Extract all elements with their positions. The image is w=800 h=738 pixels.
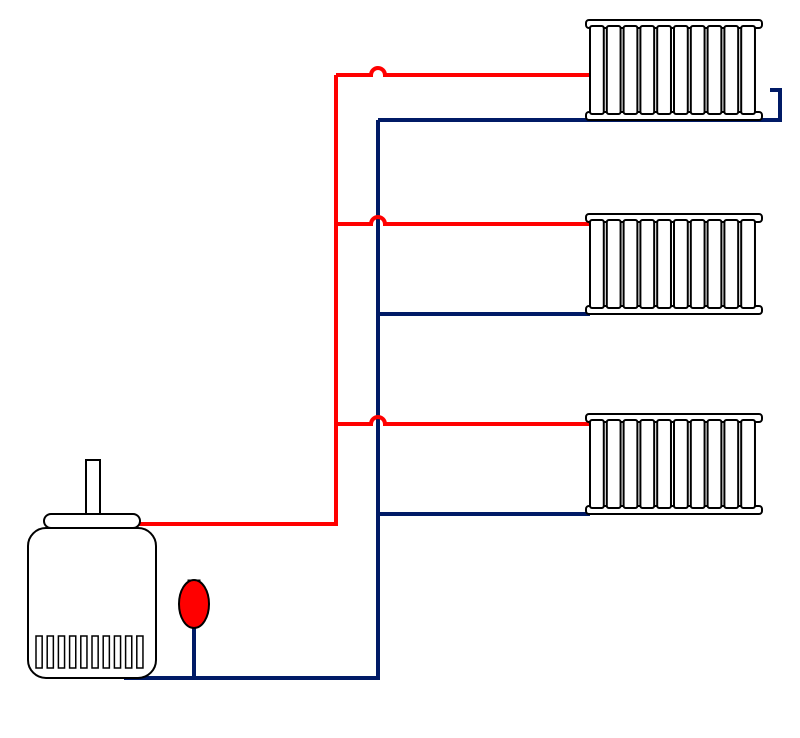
- radiator-fin: [724, 220, 738, 308]
- radiator-fin: [724, 420, 738, 508]
- radiator-fin: [708, 220, 722, 308]
- expansion-tank: [179, 580, 209, 628]
- radiator-fin: [724, 26, 738, 114]
- cold-return-main-pipe: [124, 120, 378, 678]
- radiator-fin: [640, 26, 654, 114]
- radiator-fin: [708, 420, 722, 508]
- expansion-tank-body: [179, 580, 209, 628]
- hot-branch-pipe-1: [336, 68, 590, 75]
- radiator-fin: [691, 420, 705, 508]
- radiator-fin: [607, 420, 621, 508]
- radiator-1: [586, 20, 762, 120]
- hot-branch-pipe-3: [336, 417, 590, 424]
- radiator-fin: [640, 420, 654, 508]
- radiator-fin: [674, 220, 688, 308]
- radiator-fin: [657, 420, 671, 508]
- radiator-fin: [691, 26, 705, 114]
- radiator-fin: [674, 26, 688, 114]
- boiler-flue: [86, 460, 100, 514]
- radiator-fin: [590, 420, 604, 508]
- radiator-fin: [607, 26, 621, 114]
- hot-branch-pipe-2: [336, 217, 590, 224]
- hot-supply-main-pipe: [124, 75, 336, 524]
- boiler: [28, 460, 156, 678]
- radiator-2: [586, 214, 762, 314]
- boiler-top-plate: [44, 514, 140, 528]
- radiator-3: [586, 414, 762, 514]
- radiator-fin: [674, 420, 688, 508]
- radiator-fin: [607, 220, 621, 308]
- radiator-fin: [708, 26, 722, 114]
- radiator-fin: [624, 26, 638, 114]
- radiator-fin: [640, 220, 654, 308]
- radiator-fin: [741, 220, 755, 308]
- radiator-fin: [624, 420, 638, 508]
- radiator-fin: [590, 220, 604, 308]
- radiator-fin: [741, 420, 755, 508]
- radiator-fin: [624, 220, 638, 308]
- radiator-fin: [691, 220, 705, 308]
- radiator-fin: [590, 26, 604, 114]
- radiator-fin: [657, 26, 671, 114]
- radiator-fin: [657, 220, 671, 308]
- radiator-fin: [741, 26, 755, 114]
